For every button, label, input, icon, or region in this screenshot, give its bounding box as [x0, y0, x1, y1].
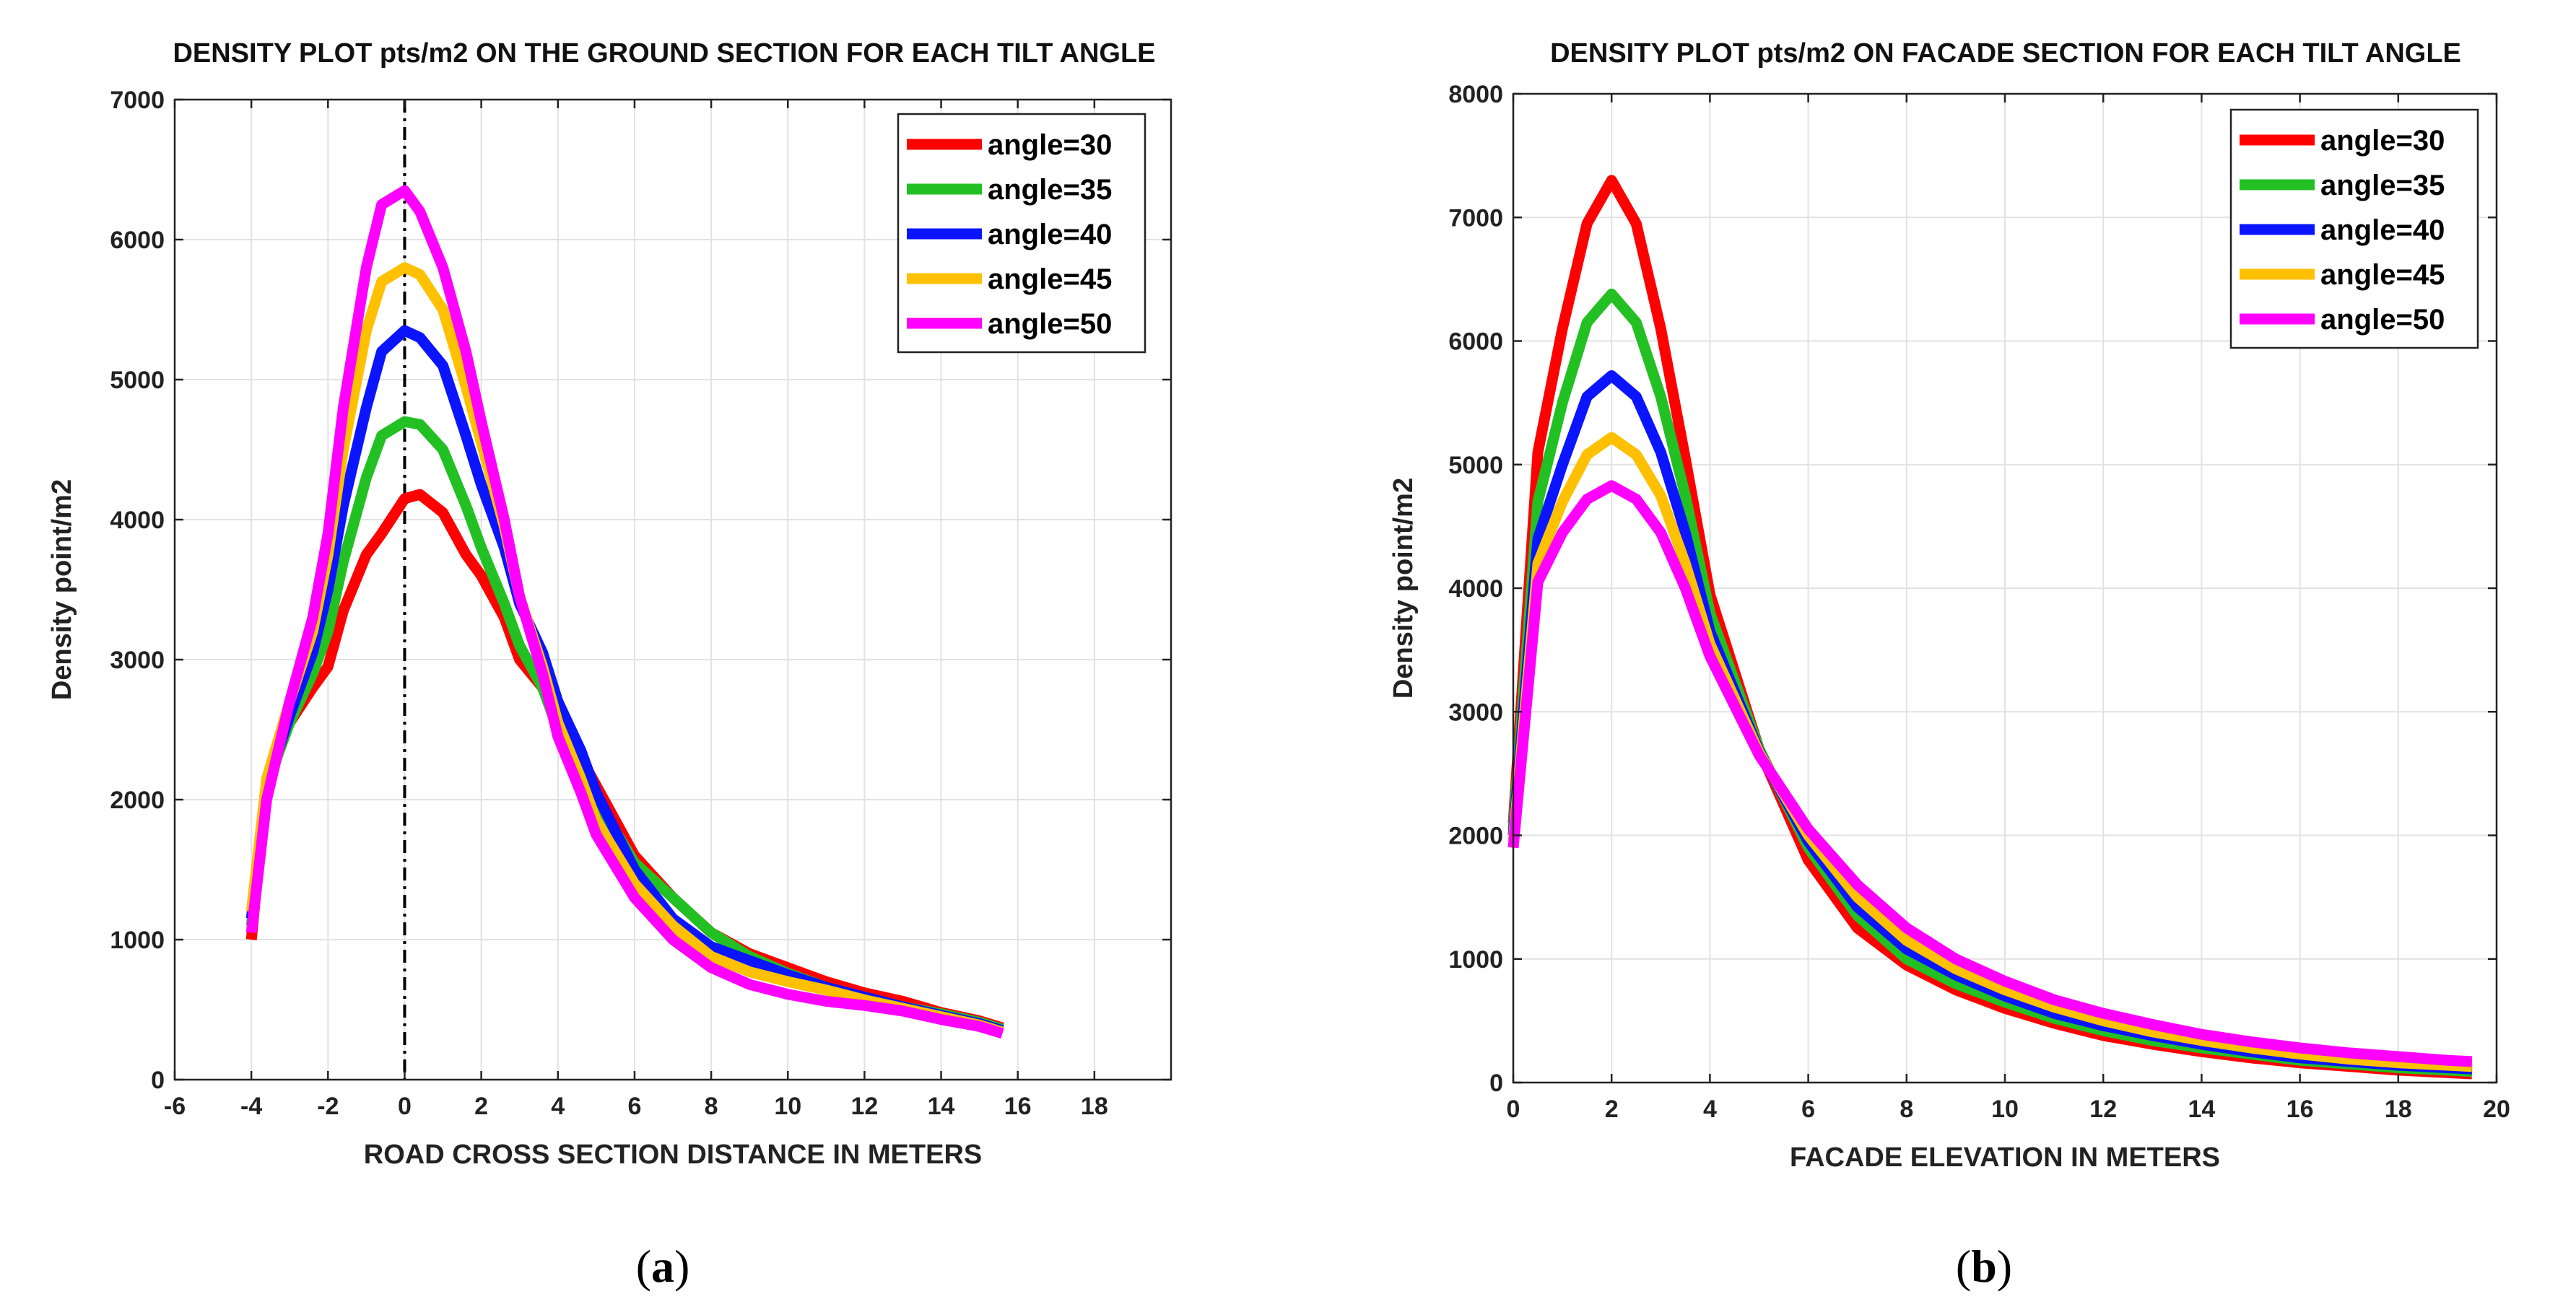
y-tick-label: 4000 — [110, 507, 165, 534]
legend: angle=30 angle=35 angle=40 angle=45 angle=50 — [897, 113, 1146, 354]
x-tick-label: 0 — [398, 1093, 412, 1120]
x-tick-label: 4 — [551, 1093, 565, 1120]
series-line-angle-45 — [245, 262, 1004, 1038]
y-tick-label: 0 — [1489, 1070, 1503, 1097]
legend-entry-angle-30: angle=30 — [2320, 125, 2445, 157]
y-tick-label: 4000 — [1448, 575, 1503, 603]
x-tick-label: -6 — [164, 1093, 186, 1120]
legend-entry-angle-45: angle=45 — [988, 263, 1112, 295]
y-axis-label: Density point/m2 — [47, 479, 77, 700]
x-tick-label: 6 — [627, 1093, 641, 1120]
y-tick-label: 2000 — [110, 787, 165, 814]
y-tick-label: 3000 — [110, 647, 165, 674]
x-tick-label: -2 — [317, 1093, 339, 1120]
x-axis-label: FACADE ELEVATION IN METERS — [1790, 1142, 2220, 1173]
x-tick-label: 16 — [1004, 1093, 1032, 1120]
x-tick-label: 18 — [2385, 1096, 2412, 1123]
x-tick-label: 20 — [2483, 1096, 2510, 1123]
series-line-angle-45 — [1507, 432, 2473, 1072]
x-tick-label: 14 — [928, 1093, 955, 1120]
y-tick-label: 7000 — [110, 87, 165, 114]
y-tick-label: 0 — [151, 1067, 165, 1094]
legend-entry-angle-35: angle=35 — [2320, 170, 2445, 201]
x-tick-label: 14 — [2188, 1096, 2215, 1123]
panel-caption-close: ) — [674, 1241, 689, 1292]
y-tick-label: 2000 — [1448, 823, 1503, 850]
x-tick-label: 0 — [1507, 1096, 1520, 1123]
y-axis-label: Density point/m2 — [1388, 478, 1419, 699]
series-line-angle-50 — [1507, 480, 2473, 1067]
x-tick-label: 6 — [1801, 1096, 1815, 1123]
series-line-angle-35 — [245, 416, 1004, 1035]
x-tick-label: 4 — [1703, 1096, 1717, 1123]
x-tick-label: 10 — [1991, 1096, 2019, 1123]
y-tick-label: 8000 — [1448, 81, 1503, 108]
x-tick-label: 2 — [1605, 1096, 1619, 1123]
x-tick-label: 2 — [474, 1093, 488, 1120]
legend-entry-angle-45: angle=45 — [2320, 259, 2445, 291]
y-tick-label: 5000 — [1448, 452, 1503, 479]
x-tick-label: 16 — [2286, 1096, 2314, 1123]
chart-title: DENSITY PLOT pts/m2 ON FACADE SECTION FO… — [1550, 38, 2461, 69]
y-tick-label: 1000 — [1448, 946, 1503, 974]
x-tick-label: 12 — [850, 1093, 878, 1120]
series-line-angle-35 — [1507, 288, 2473, 1077]
x-axis-label: ROAD CROSS SECTION DISTANCE IN METERS — [364, 1140, 982, 1170]
y-tick-label: 6000 — [110, 227, 165, 254]
panel-caption-letter: a — [651, 1241, 674, 1292]
chart-facade: 0 2 4 6 8 10 12 14 16 18 20 0 1000 2000 3000 4000 5000 60… — [1388, 38, 2510, 1292]
panel-caption: (b) — [1956, 1241, 2012, 1292]
legend-entry-angle-35: angle=35 — [988, 174, 1112, 206]
x-tick-label: -4 — [240, 1093, 262, 1120]
y-tick-label: 1000 — [110, 927, 165, 954]
chart-title: DENSITY PLOT pts/m2 ON THE GROUND SECTIO… — [173, 38, 1155, 69]
y-tick-label: 6000 — [1448, 328, 1503, 356]
legend-entry-angle-50: angle=50 — [2320, 304, 2445, 336]
series-line-angle-40 — [245, 325, 1004, 1036]
x-tick-label: 18 — [1081, 1093, 1108, 1120]
series-line-angle-30 — [245, 489, 1004, 1033]
panel-caption-letter: b — [1971, 1241, 1997, 1292]
x-tick-label: 12 — [2089, 1096, 2117, 1123]
y-tick-label: 7000 — [1448, 204, 1503, 232]
y-tick-label: 5000 — [110, 367, 165, 394]
panel-caption-open: ( — [636, 1241, 651, 1292]
legend: angle=30 angle=35 angle=40 angle=45 angle=50 — [2229, 108, 2479, 349]
x-tick-label: 8 — [705, 1093, 718, 1120]
chart-ground: -6 -4 -2 0 2 4 6 8 10 12 14 16 18 0 1000 2000 3000 4000 50… — [47, 38, 1172, 1292]
panel-caption-close: ) — [1997, 1241, 2012, 1292]
legend-box — [2229, 108, 2479, 349]
x-tick-label: 8 — [1900, 1096, 1913, 1123]
legend-entry-angle-40: angle=40 — [2320, 214, 2445, 246]
series-line-angle-50 — [245, 185, 1004, 1039]
panel-caption-open: ( — [1956, 1241, 1971, 1292]
y-tick-label: 3000 — [1448, 699, 1503, 726]
x-tick-label: 10 — [774, 1093, 801, 1120]
legend-entry-angle-50: angle=50 — [988, 308, 1112, 340]
panel-caption: (a) — [636, 1241, 690, 1292]
plot-frame — [173, 98, 1172, 1081]
legend-entry-angle-40: angle=40 — [988, 219, 1112, 250]
legend-entry-angle-30: angle=30 — [988, 129, 1112, 161]
